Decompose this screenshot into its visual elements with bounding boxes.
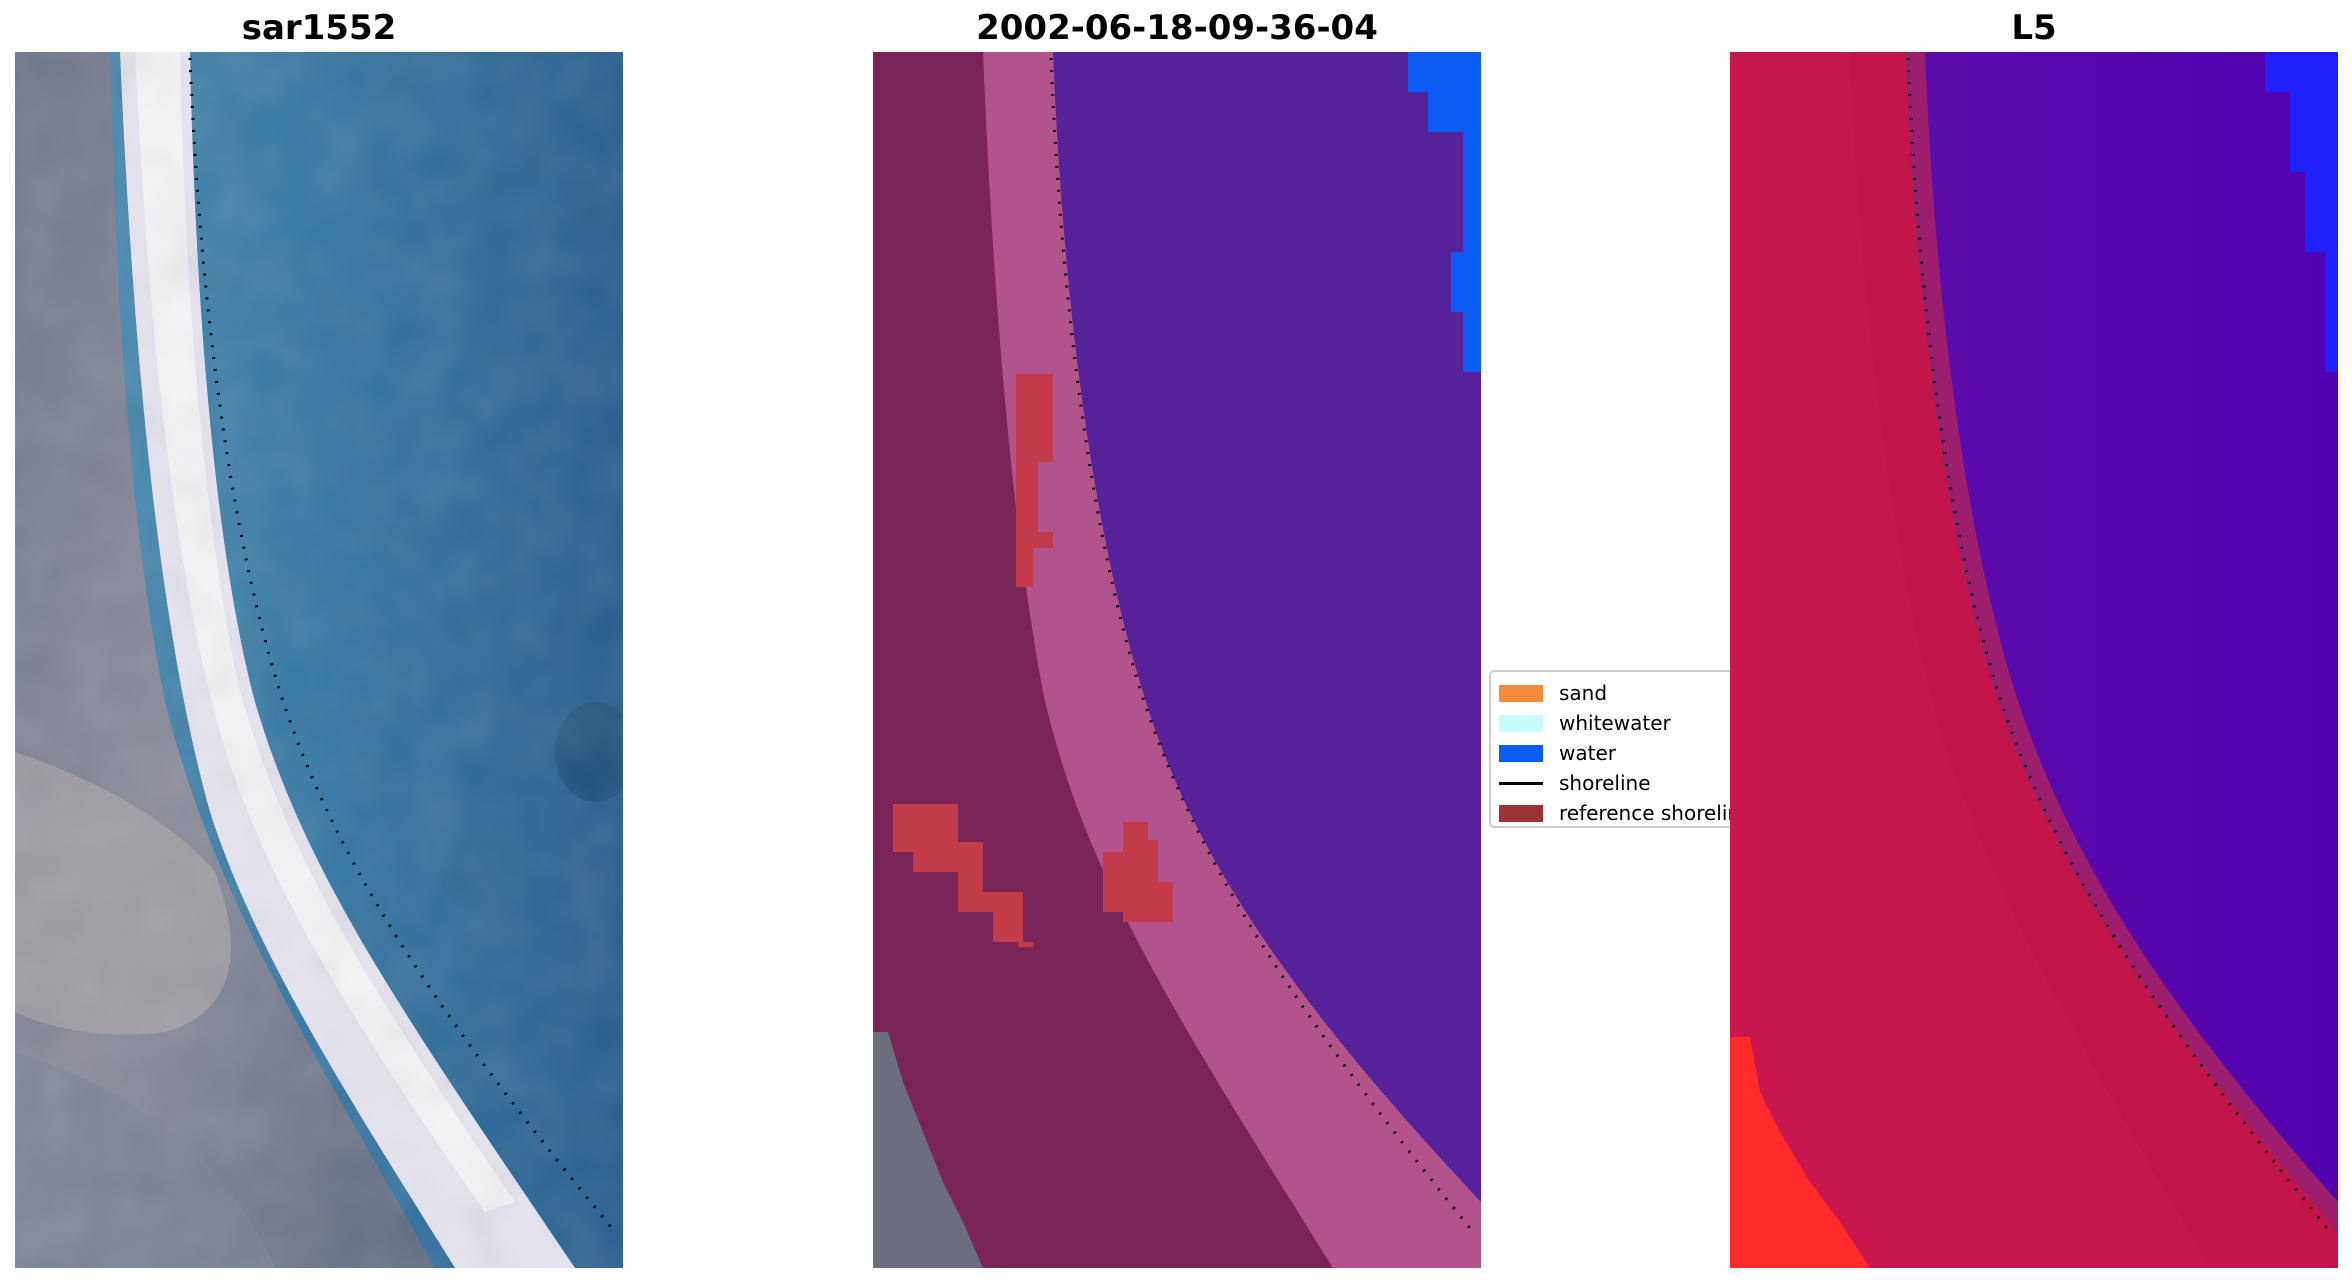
classified-image-panel (873, 52, 1481, 1268)
legend-item-reference-shoreline: reference shoreline (1499, 798, 1730, 826)
legend-label-shoreline: shoreline (1559, 771, 1651, 795)
legend-item-sand: sand (1499, 678, 1730, 708)
legend-label-reference-shoreline: reference shoreline (1559, 801, 1730, 825)
shoreline-index (1906, 57, 2332, 1233)
classified-image (873, 52, 1481, 1268)
legend-swatch-whitewater (1499, 714, 1543, 732)
shoreline-rgb (188, 57, 617, 1233)
legend-item-whitewater: whitewater (1499, 708, 1730, 738)
legend-label-whitewater: whitewater (1559, 711, 1671, 735)
rgb-image-panel (15, 52, 623, 1268)
legend-line-shoreline (1499, 781, 1543, 785)
panel-title-ndwi: L5 (2011, 8, 2057, 48)
legend-item-water: water (1499, 738, 1730, 768)
legend-swatch-sand (1499, 684, 1543, 702)
shoreline-classified (1049, 57, 1475, 1233)
legend-item-shoreline: shoreline (1499, 768, 1730, 798)
legend-swatch-water (1499, 744, 1543, 762)
legend-swatch-reference-shoreline (1499, 804, 1543, 822)
rgb-image (15, 52, 623, 1268)
legend-label-water: water (1559, 741, 1616, 765)
panel-title-rgb: sar1552 (241, 8, 397, 48)
legend-label-sand: sand (1559, 681, 1608, 705)
index-image (1730, 52, 2338, 1268)
legend: sand whitewater water shoreline referenc… (1489, 670, 1730, 828)
index-image-panel (1730, 52, 2338, 1268)
panel-title-classified: 2002-06-18-09-36-04 (976, 8, 1378, 48)
